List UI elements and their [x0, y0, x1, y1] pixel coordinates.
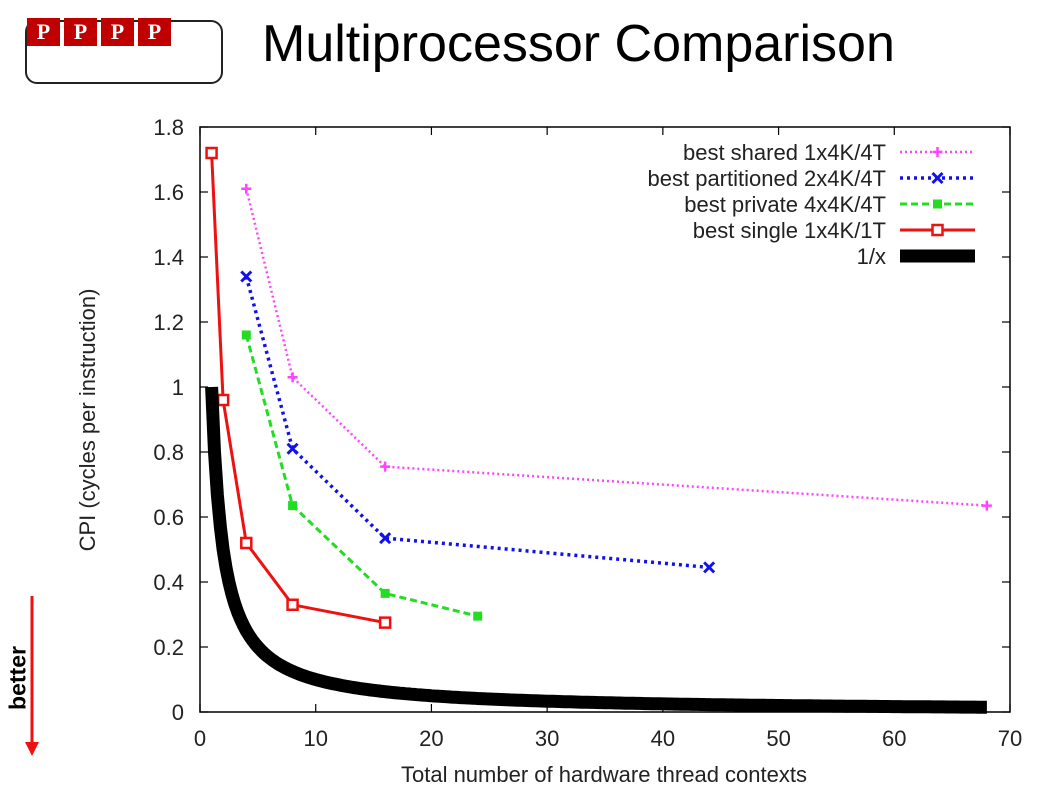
data-point	[241, 330, 251, 340]
data-point	[473, 611, 483, 621]
legend-marker	[931, 223, 944, 237]
series-line-4	[205, 386, 991, 714]
y-tick-label: 1.4	[153, 245, 184, 270]
data-point	[380, 461, 391, 472]
logo-letter: P	[64, 18, 97, 46]
data-point	[286, 598, 299, 611]
legend-label: best private 4x4K/4T	[684, 192, 886, 217]
legend-marker	[933, 199, 942, 209]
x-axis-label: Total number of hardware thread contexts	[400, 762, 807, 787]
data-point	[287, 372, 298, 383]
series-line-3	[210, 152, 386, 625]
data-point	[240, 536, 253, 550]
legend-label: 1/x	[857, 244, 886, 269]
y-tick-label: 0.4	[153, 570, 184, 595]
logo-letter: P	[101, 18, 134, 46]
y-tick-label: 0	[172, 700, 184, 725]
legend-label: best single 1x4K/1T	[693, 218, 886, 243]
plot-frame	[199, 126, 1011, 713]
slide-title: Multiprocessor Comparison	[262, 15, 895, 73]
y-tick-label: 1.8	[153, 115, 184, 140]
x-tick-label: 50	[766, 726, 790, 751]
y-tick-label: 0.8	[153, 440, 184, 465]
data-point	[380, 588, 390, 598]
x-tick-label: 0	[194, 726, 206, 751]
data-point	[981, 500, 992, 511]
data-point	[378, 616, 392, 629]
data-point	[379, 532, 392, 545]
x-tick-label: 10	[303, 726, 327, 751]
logo-letter: P	[138, 18, 171, 46]
y-tick-label: 1	[172, 375, 184, 400]
y-tick-label: 1.2	[153, 310, 184, 335]
y-tick-label: 0.2	[153, 635, 184, 660]
legend-marker	[932, 147, 943, 157]
legend-label: best shared 1x4K/4T	[683, 140, 886, 165]
x-tick-label: 20	[419, 726, 443, 751]
data-point	[288, 501, 298, 511]
x-tick-label: 70	[998, 726, 1022, 751]
logo-letter: P	[27, 18, 60, 46]
data-point	[703, 561, 716, 574]
data-point	[216, 393, 230, 407]
data-point	[240, 270, 253, 283]
x-tick-label: 40	[651, 726, 675, 751]
y-axis-label: CPI (cycles per instruction)	[75, 288, 100, 552]
x-tick-label: 60	[882, 726, 906, 751]
data-point	[241, 183, 252, 194]
x-tick-label: 30	[535, 726, 559, 751]
logo-letters: P P P P	[27, 18, 171, 46]
legend-label: best partitioned 2x4K/4T	[648, 166, 886, 191]
series-line-2	[244, 334, 479, 618]
series-line-1	[244, 276, 710, 570]
y-tick-label: 0.6	[153, 505, 184, 530]
data-point	[286, 442, 299, 455]
y-tick-label: 1.6	[153, 180, 184, 205]
data-point	[205, 146, 218, 160]
down-arrow-icon	[25, 596, 39, 756]
legend-marker	[931, 171, 944, 185]
